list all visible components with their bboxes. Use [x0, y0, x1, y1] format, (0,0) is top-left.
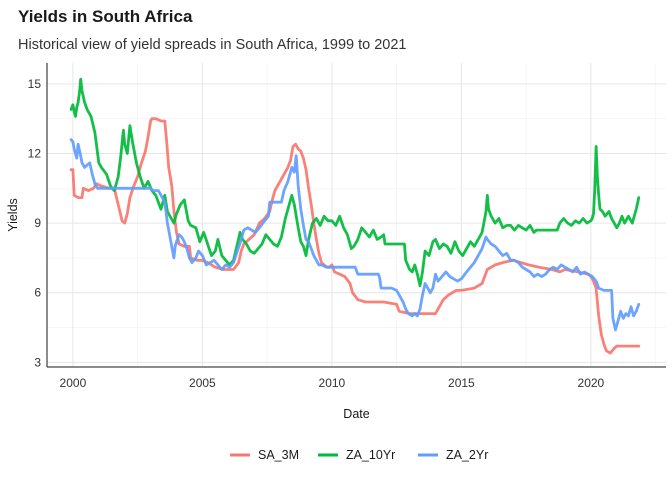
x-tick-label: 2010 [319, 376, 346, 390]
x-tick-label: 2000 [60, 376, 87, 390]
axis-ticks: 3 6 9 12 15 2000 2005 2010 2015 2020 [28, 77, 605, 390]
x-tick-label: 2015 [448, 376, 475, 390]
series-lines [69, 77, 641, 355]
y-tick-label: 6 [34, 286, 41, 300]
legend-label: ZA_2Yr [446, 448, 488, 462]
grid-lines [47, 63, 666, 367]
y-tick-label: 3 [34, 355, 41, 369]
x-tick-label: 2020 [578, 376, 605, 390]
chart-subtitle: Historical view of yield spreads in Sout… [18, 37, 407, 53]
y-tick-label: 15 [28, 77, 42, 91]
chart-title: Yields in South Africa [18, 7, 193, 26]
legend-label: SA_3M [258, 448, 299, 462]
y-tick-label: 9 [34, 216, 41, 230]
legend: SA_3M ZA_10Yr ZA_2Yr [230, 448, 488, 462]
legend-label: ZA_10Yr [346, 448, 395, 462]
y-axis-title: Yields [6, 198, 20, 232]
series-line-za-2yr [69, 138, 641, 332]
y-tick-label: 12 [28, 147, 42, 161]
x-axis-title: Date [343, 407, 369, 421]
x-tick-label: 2005 [189, 376, 216, 390]
series-line-za-10yr [69, 77, 641, 288]
